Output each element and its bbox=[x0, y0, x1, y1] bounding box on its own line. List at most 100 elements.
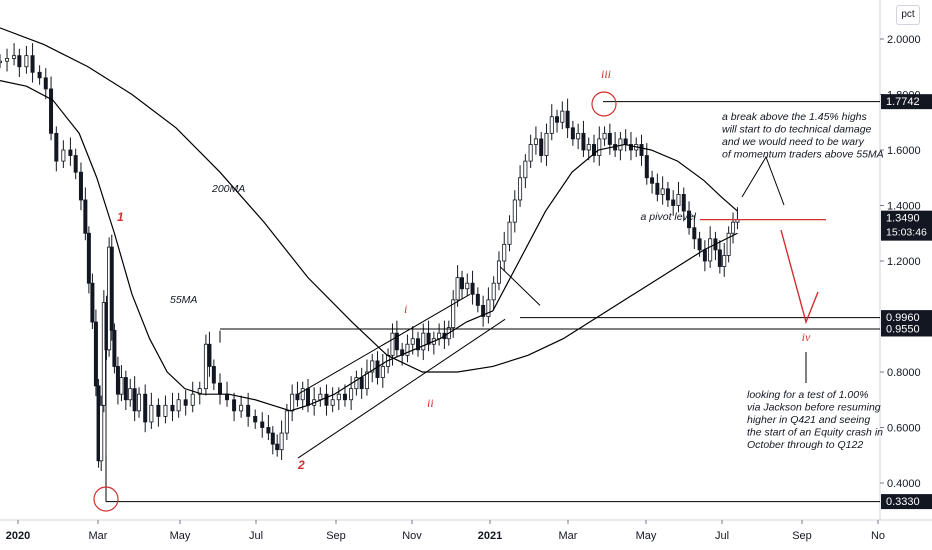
candle bbox=[5, 48, 10, 72]
candle-body bbox=[115, 366, 120, 395]
candle bbox=[692, 215, 697, 250]
candle bbox=[93, 309, 98, 397]
candle-body bbox=[533, 138, 538, 145]
candle-body bbox=[650, 177, 655, 184]
candle bbox=[533, 126, 538, 155]
candle-body bbox=[676, 193, 681, 206]
candle-body bbox=[24, 55, 29, 68]
candle-body bbox=[12, 55, 17, 59]
candle-body bbox=[93, 321, 98, 387]
candle-body bbox=[279, 432, 284, 451]
plot-area[interactable] bbox=[0, 27, 740, 502]
candle-body bbox=[660, 188, 665, 195]
candle-body bbox=[239, 404, 244, 412]
candle-body bbox=[586, 144, 591, 151]
candle-body bbox=[43, 77, 48, 90]
wave-1-label: 1 bbox=[117, 210, 124, 224]
candle-body bbox=[496, 260, 501, 284]
candle bbox=[731, 212, 736, 244]
candle bbox=[518, 165, 523, 207]
x-tick-label: Mar bbox=[559, 530, 578, 542]
note-top-line: and we would need to be wary bbox=[722, 136, 865, 148]
candle bbox=[300, 381, 305, 411]
candle bbox=[143, 384, 148, 433]
candle-body bbox=[421, 332, 426, 351]
wave-i-label: i bbox=[404, 302, 407, 316]
candle bbox=[592, 134, 597, 163]
candle-body bbox=[565, 110, 570, 129]
candle-body bbox=[681, 193, 686, 212]
candle-body bbox=[359, 377, 364, 390]
candle bbox=[475, 287, 480, 313]
candle bbox=[470, 270, 475, 305]
candle bbox=[665, 181, 670, 207]
candle-body bbox=[405, 343, 410, 356]
candle bbox=[726, 226, 731, 263]
candle bbox=[211, 359, 216, 391]
candle-body bbox=[491, 282, 496, 301]
candle-body bbox=[518, 177, 523, 201]
price-tag-countdown: 15:03:46 bbox=[886, 227, 927, 239]
candle-body bbox=[163, 404, 168, 417]
candle-body bbox=[0, 60, 3, 64]
candle bbox=[86, 226, 91, 294]
candle bbox=[12, 43, 17, 66]
candle-body bbox=[549, 116, 554, 134]
candle bbox=[426, 320, 431, 352]
note-bottom-line: October through to Q122 bbox=[747, 439, 863, 451]
candle bbox=[37, 65, 42, 85]
candle-body bbox=[119, 377, 124, 395]
x-tick-label: 2020 bbox=[6, 530, 30, 542]
candle bbox=[455, 265, 460, 307]
candle bbox=[260, 412, 265, 438]
projection-arrow bbox=[780, 229, 819, 325]
candle-body bbox=[692, 227, 697, 240]
wave-iii-label: iii bbox=[601, 67, 611, 81]
candle-body bbox=[702, 249, 707, 262]
candle-body bbox=[475, 293, 480, 306]
price-tag-bg bbox=[881, 210, 932, 241]
candle bbox=[270, 426, 275, 455]
candle-body bbox=[54, 132, 59, 162]
candle bbox=[528, 134, 533, 169]
candle-body bbox=[232, 399, 237, 412]
candle-body bbox=[523, 160, 528, 179]
candle-body bbox=[560, 110, 565, 123]
candle-body bbox=[170, 404, 175, 412]
y-tick-label: 1.4000 bbox=[887, 201, 921, 213]
candle bbox=[132, 376, 137, 422]
candle bbox=[112, 323, 117, 374]
candle-body bbox=[99, 404, 104, 462]
candle-body bbox=[270, 432, 275, 445]
candle-body bbox=[86, 232, 91, 284]
candle-body bbox=[83, 199, 88, 234]
candle-body bbox=[687, 210, 692, 229]
candle bbox=[78, 162, 83, 211]
candle-body bbox=[342, 393, 347, 401]
candle bbox=[507, 215, 512, 252]
y-tick-label: 0.4000 bbox=[887, 478, 921, 490]
candle-body bbox=[284, 410, 289, 434]
candle-body bbox=[207, 343, 212, 367]
candle-body bbox=[37, 71, 42, 79]
candle-body bbox=[17, 55, 22, 68]
candle-body bbox=[502, 243, 507, 262]
candle bbox=[639, 134, 644, 166]
candle bbox=[602, 126, 607, 146]
candle-body bbox=[400, 349, 405, 356]
x-tick-label: Mar bbox=[89, 530, 108, 542]
candle-body bbox=[253, 415, 258, 423]
candle bbox=[370, 353, 375, 383]
percent-scale-button[interactable]: pct bbox=[896, 5, 920, 25]
time-axis[interactable]: 2020 Mar May Jul Sep Nov 2021 Mar May Jul Sep No bbox=[6, 520, 885, 542]
candle-body bbox=[246, 404, 251, 417]
price-axis[interactable]: 2.00001.80001.60001.40001.20000.80000.60… bbox=[880, 34, 921, 490]
label-200ma: 200MA bbox=[211, 183, 245, 195]
candle-body bbox=[465, 282, 470, 290]
candle bbox=[660, 176, 665, 205]
candle bbox=[149, 392, 154, 429]
candle bbox=[30, 43, 35, 83]
note-top-line: a break above the 1.45% highs bbox=[722, 111, 868, 123]
candle-body bbox=[481, 304, 486, 317]
